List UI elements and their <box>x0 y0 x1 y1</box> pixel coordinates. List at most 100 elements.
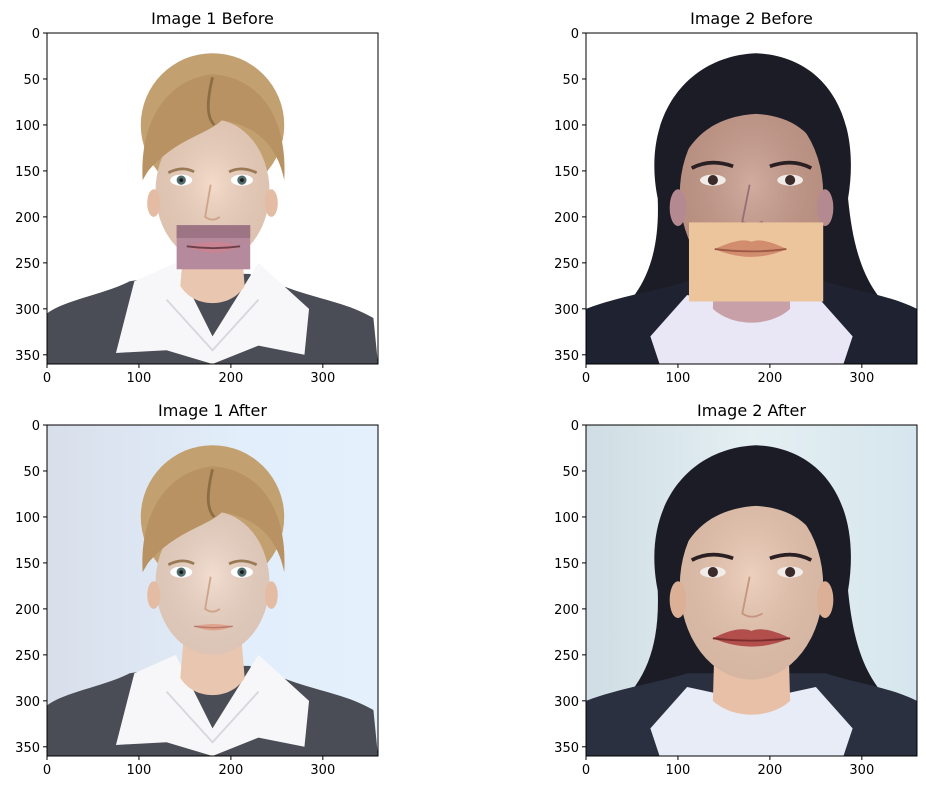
x-tick-label: 300 <box>310 763 335 778</box>
y-tick-label: 350 <box>554 349 579 364</box>
hair-fringe <box>142 74 285 181</box>
y-tick-label: 100 <box>554 119 579 134</box>
x-tick-label: 300 <box>310 371 335 386</box>
y-tick-label: 150 <box>554 557 579 572</box>
x-tick-label: 300 <box>849 371 874 386</box>
collar-fold <box>165 299 260 352</box>
y-tick-label: 350 <box>15 741 40 756</box>
mouth-lips <box>712 629 791 647</box>
pupil-right <box>240 570 244 574</box>
y-tick-label: 150 <box>554 165 579 180</box>
axes-frame <box>585 32 918 365</box>
x-tick-label: 100 <box>127 371 152 386</box>
ear-right <box>264 189 278 217</box>
axes-frame <box>585 424 918 757</box>
hair-top <box>677 58 829 171</box>
y-tick-label: 350 <box>15 349 40 364</box>
y-tick-label: 100 <box>554 511 579 526</box>
eyebrow-left <box>167 559 195 566</box>
y-tick-label: 100 <box>15 511 40 526</box>
subplot-title: Image 1 After <box>158 401 267 420</box>
axes-frame <box>46 424 379 757</box>
shirt-collar <box>115 262 310 364</box>
portrait-image <box>586 33 917 364</box>
y-tick-label: 100 <box>15 119 40 134</box>
ear-left <box>147 189 161 217</box>
ear-right <box>816 189 834 227</box>
portrait-image <box>47 33 378 364</box>
iris-left <box>707 175 718 186</box>
y-tick-label: 250 <box>554 649 579 664</box>
ear-left <box>669 581 687 619</box>
hair-top <box>677 450 829 563</box>
y-tick-label: 250 <box>554 257 579 272</box>
y-tick-label: 200 <box>554 211 579 226</box>
subplot-title: Image 2 After <box>697 401 806 420</box>
ear-right <box>264 581 278 609</box>
mouth-lips <box>714 240 787 257</box>
portrait-image <box>586 425 917 756</box>
x-tick-label: 0 <box>582 371 590 386</box>
x-tick-label: 200 <box>218 763 243 778</box>
x-tick-label: 100 <box>666 763 691 778</box>
y-tick-label: 300 <box>554 695 579 710</box>
shirt-collar <box>115 654 310 756</box>
pupil-left <box>179 570 184 574</box>
eyebrow-left <box>690 160 734 170</box>
x-tick-label: 0 <box>43 371 51 386</box>
y-tick-label: 150 <box>15 165 40 180</box>
eyebrow-right <box>228 559 258 567</box>
y-tick-label: 250 <box>15 649 40 664</box>
ear-left <box>669 189 687 227</box>
y-tick-label: 300 <box>15 303 40 318</box>
hair-fringe <box>142 466 285 573</box>
hair-part <box>206 76 216 126</box>
iris-right <box>785 567 796 578</box>
y-tick-label: 0 <box>571 419 579 434</box>
y-tick-label: 50 <box>23 73 40 88</box>
y-tick-label: 150 <box>15 557 40 572</box>
x-tick-label: 200 <box>757 371 782 386</box>
face-shading <box>155 511 270 655</box>
y-tick-label: 300 <box>15 695 40 710</box>
x-tick-label: 100 <box>127 763 152 778</box>
iris-left <box>707 567 718 578</box>
eyebrow-left <box>690 552 734 562</box>
y-tick-label: 200 <box>15 603 40 618</box>
y-tick-label: 300 <box>554 303 579 318</box>
mouth-line <box>714 248 787 253</box>
x-tick-label: 200 <box>218 371 243 386</box>
eyebrow-right <box>228 167 258 175</box>
x-tick-label: 100 <box>666 371 691 386</box>
shirt-collar <box>650 295 853 364</box>
y-tick-label: 200 <box>554 603 579 618</box>
y-tick-label: 350 <box>554 741 579 756</box>
nose <box>204 576 221 613</box>
subplot-title: Image 2 Before <box>690 9 813 28</box>
nose <box>204 184 221 221</box>
mouth-patch <box>688 222 824 302</box>
eyebrow-right <box>769 552 813 562</box>
iris-right <box>785 175 796 186</box>
y-tick-label: 250 <box>15 257 40 272</box>
y-tick-label: 0 <box>32 419 40 434</box>
y-tick-label: 50 <box>562 465 579 480</box>
mouth-line <box>712 637 791 642</box>
mouth-line <box>194 625 233 629</box>
ear-left <box>147 581 161 609</box>
pupil-left <box>179 178 184 182</box>
ear-right <box>816 581 834 619</box>
shirt-collar <box>650 687 853 756</box>
x-tick-label: 0 <box>582 763 590 778</box>
pupil-right <box>240 178 244 182</box>
eyebrow-left <box>167 167 195 174</box>
hair-part <box>206 468 216 518</box>
x-tick-label: 0 <box>43 763 51 778</box>
eyebrow-right <box>769 160 813 170</box>
axes-frame <box>46 32 379 365</box>
